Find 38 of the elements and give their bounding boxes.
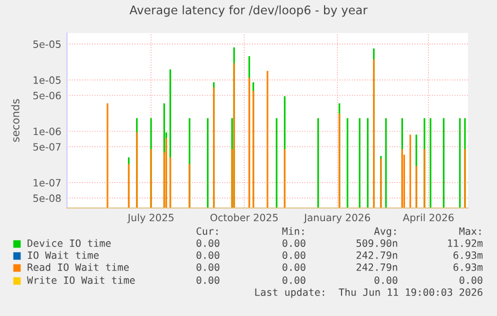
text: 6.93m [454, 251, 483, 259]
y-tick-label: 1e-07 [34, 178, 61, 187]
text: Min: [282, 227, 304, 235]
x-tick-label: January 2026 [304, 214, 370, 224]
text: 0.00 [196, 239, 220, 247]
text: 0.00 [196, 263, 220, 271]
legend-label: IO Wait time [28, 251, 99, 259]
text: 0.00 [282, 239, 306, 247]
text: Max: [459, 227, 481, 235]
text: Last update: Thu Jun 11 19:00:03 2026 [255, 288, 482, 298]
text: 242.79n [356, 263, 398, 271]
text: Avg: [374, 227, 396, 237]
text: 0.00 [282, 276, 306, 284]
y-tick-label: 1e-05 [34, 76, 61, 84]
y-tick-label: 1e-06 [34, 128, 61, 136]
text: 11.92m [448, 239, 483, 247]
y-tick-label: 5e-08 [33, 194, 61, 202]
text: 509.90n [356, 239, 398, 247]
y-axis-title: seconds [11, 99, 20, 142]
text: 0.00 [374, 276, 398, 284]
text: Cur: [196, 227, 218, 235]
y-tick-label: 5e-06 [33, 92, 61, 100]
legend-label: Device IO time [28, 239, 111, 247]
text: 0.00 [196, 276, 220, 284]
text: 0.00 [460, 276, 482, 284]
x-tick-label: April 2026 [402, 214, 454, 224]
text: 242.79n [356, 251, 398, 259]
chart-title: Average latency for /dev/loop6 - by year [130, 5, 368, 17]
text: 0.00 [282, 251, 306, 259]
x-tick-label: October 2025 [210, 214, 278, 222]
y-tick-label: 5e-05 [33, 40, 61, 48]
text: 0.00 [196, 251, 220, 259]
legend-label: Write IO Wait time [27, 276, 135, 284]
text: 0.00 [282, 263, 306, 271]
text: 6.93m [454, 263, 483, 271]
y-tick-label: 5e-07 [33, 143, 61, 151]
legend-label: Read IO Wait time [28, 263, 129, 271]
x-tick-label: July 2025 [127, 214, 174, 224]
